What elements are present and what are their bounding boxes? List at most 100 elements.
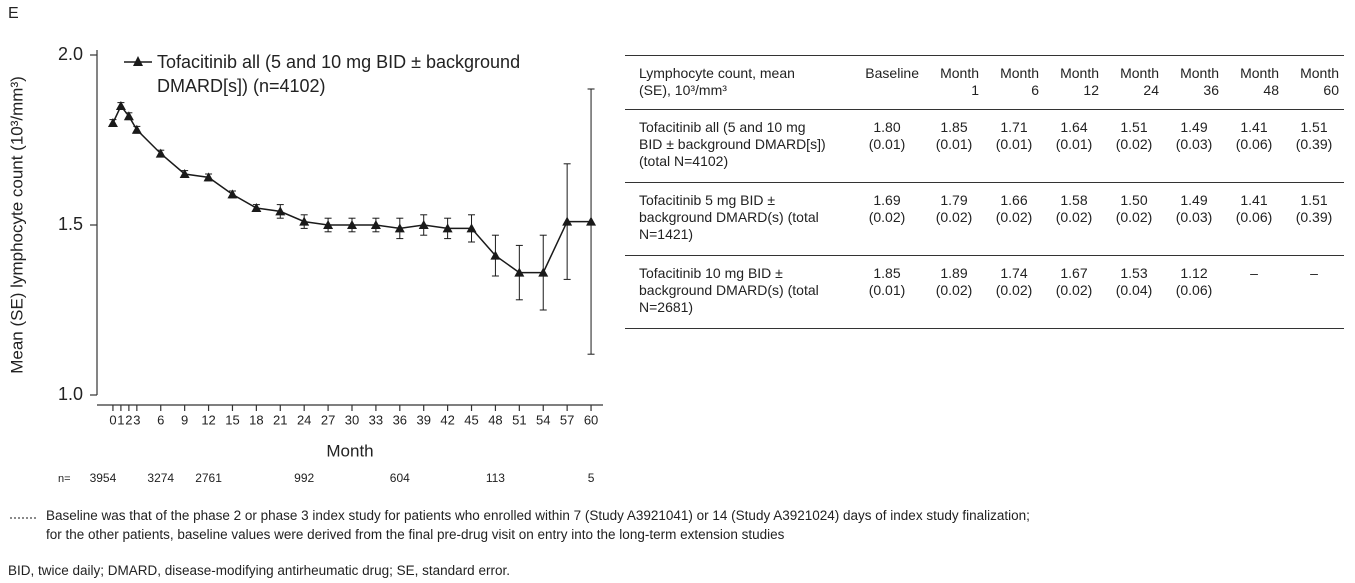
marker xyxy=(251,203,262,212)
table-cell: 1.50 (0.02) xyxy=(1104,182,1164,256)
column-header: Month 1 xyxy=(924,55,984,110)
table-cell: Tofacitinib 5 mg BID ± background DMARD(… xyxy=(625,182,850,256)
table-cell: 1.80 (0.01) xyxy=(850,109,924,183)
marker xyxy=(107,118,118,127)
table-cell: Tofacitinib all (5 and 10 mg BID ± backg… xyxy=(625,109,850,183)
x-tick-label: 57 xyxy=(560,412,574,427)
marker xyxy=(514,267,525,277)
marker xyxy=(466,223,477,233)
table-cell: 1.85 (0.01) xyxy=(924,109,984,183)
x-tick-label: 36 xyxy=(393,412,407,427)
x-tick-label: 51 xyxy=(512,412,526,427)
table-row: Tofacitinib 5 mg BID ± background DMARD(… xyxy=(625,182,1344,256)
x-tick-label: 45 xyxy=(464,412,478,427)
table-cell: 1.64 (0.01) xyxy=(1044,109,1104,183)
table-cell: 1.49 (0.03) xyxy=(1164,182,1224,256)
n-at-risk: 113 xyxy=(486,471,505,485)
x-tick-label: 27 xyxy=(321,412,335,427)
table-cell: 1.51 (0.39) xyxy=(1284,109,1344,183)
marker xyxy=(538,267,549,277)
marker xyxy=(323,220,334,229)
marker xyxy=(586,216,597,226)
y-tick-label: 1.0 xyxy=(58,384,83,404)
table-cell: 1.67 (0.02) xyxy=(1044,255,1104,329)
n-at-risk: 5 xyxy=(588,471,595,485)
legend-marker xyxy=(133,56,143,66)
x-tick-label: 39 xyxy=(416,412,430,427)
table-cell: 1.41 (0.06) xyxy=(1224,109,1284,183)
marker xyxy=(394,223,405,233)
table-cell: 1.51 (0.02) xyxy=(1104,109,1164,183)
marker xyxy=(227,189,238,199)
y-axis-label: Mean (SE) lymphocyte count (10³/mm³) xyxy=(7,76,26,374)
n-at-risk: 3274 xyxy=(147,471,174,485)
table-cell: 1.79 (0.02) xyxy=(924,182,984,256)
table-cell: 1.69 (0.02) xyxy=(850,182,924,256)
marker xyxy=(418,220,429,229)
table-cell: 1.41 (0.06) xyxy=(1224,182,1284,256)
table-header: Lymphocyte count, mean (SE), 10³/mm³ Base… xyxy=(625,55,1344,110)
x-tick-label: 12 xyxy=(201,412,215,427)
footnote-line: for the other patients, baseline values … xyxy=(46,527,785,542)
table-cell: – xyxy=(1224,255,1284,329)
x-tick-label: 3 xyxy=(133,412,140,427)
y-tick-label: 1.5 xyxy=(58,214,83,234)
x-tick-label: 48 xyxy=(488,412,502,427)
x-tick-label: 54 xyxy=(536,412,550,427)
x-tick-label: 42 xyxy=(440,412,454,427)
table-cell: 1.71 (0.01) xyxy=(984,109,1044,183)
marker xyxy=(115,101,126,110)
table-cell: Tofacitinib 10 mg BID ± background DMARD… xyxy=(625,255,850,329)
x-tick-label: 60 xyxy=(584,412,598,427)
table-cell: 1.66 (0.02) xyxy=(984,182,1044,256)
y-tick-label: 2.0 xyxy=(58,44,83,64)
column-header: Month 48 xyxy=(1224,55,1284,110)
x-tick-label: 33 xyxy=(369,412,383,427)
x-tick-label: 9 xyxy=(181,412,188,427)
x-tick-label: 1 xyxy=(117,412,124,427)
x-tick-label: 21 xyxy=(273,412,287,427)
marker xyxy=(203,172,214,182)
x-tick-label: 2 xyxy=(125,412,132,427)
marker xyxy=(123,111,134,121)
x-tick-label: 24 xyxy=(297,412,311,427)
marker xyxy=(155,148,166,158)
column-header: Lymphocyte count, mean (SE), 10³/mm³ xyxy=(625,55,850,110)
table-cell: – xyxy=(1284,255,1344,329)
x-tick-label: 18 xyxy=(249,412,263,427)
marker xyxy=(346,220,357,229)
panel-label: E xyxy=(8,5,19,22)
x-axis-label: Month xyxy=(326,441,373,460)
column-header: Month 24 xyxy=(1104,55,1164,110)
table-cell: 1.89 (0.02) xyxy=(924,255,984,329)
table-cell: 1.51 (0.39) xyxy=(1284,182,1344,256)
marker xyxy=(179,169,190,178)
column-header: Baseline xyxy=(850,55,924,110)
dash-marker xyxy=(10,517,38,519)
marker xyxy=(562,216,573,226)
column-header: Month 36 xyxy=(1164,55,1224,110)
marker xyxy=(275,206,286,216)
column-header: Month 60 xyxy=(1284,55,1344,110)
x-tick-label: 15 xyxy=(225,412,239,427)
column-header: Month 12 xyxy=(1044,55,1104,110)
marker xyxy=(442,223,453,233)
marker xyxy=(299,216,310,226)
x-tick-label: 6 xyxy=(157,412,164,427)
x-tick-label: 0 xyxy=(109,412,116,427)
legend-label: Tofacitinib all (5 and 10 mg BID ± backg… xyxy=(157,52,521,96)
table-cell: 1.58 (0.02) xyxy=(1044,182,1104,256)
n-at-risk: 3954 xyxy=(90,471,117,485)
column-header: Month 6 xyxy=(984,55,1044,110)
table-cell: 1.49 (0.03) xyxy=(1164,109,1224,183)
table-row: Tofacitinib all (5 and 10 mg BID ± backg… xyxy=(625,109,1344,183)
abbreviations: BID, twice daily; DMARD, disease-modifyi… xyxy=(8,563,510,578)
marker xyxy=(131,124,142,134)
table-row: Tofacitinib 10 mg BID ± background DMARD… xyxy=(625,255,1344,329)
chart: Mean (SE) lymphocyte count (10³/mm³) Mon… xyxy=(7,44,603,485)
table-cell: 1.85 (0.01) xyxy=(850,255,924,329)
table-cell: 1.74 (0.02) xyxy=(984,255,1044,329)
n-at-risk: 2761 xyxy=(195,471,222,485)
table-cell: 1.12 (0.06) xyxy=(1164,255,1224,329)
